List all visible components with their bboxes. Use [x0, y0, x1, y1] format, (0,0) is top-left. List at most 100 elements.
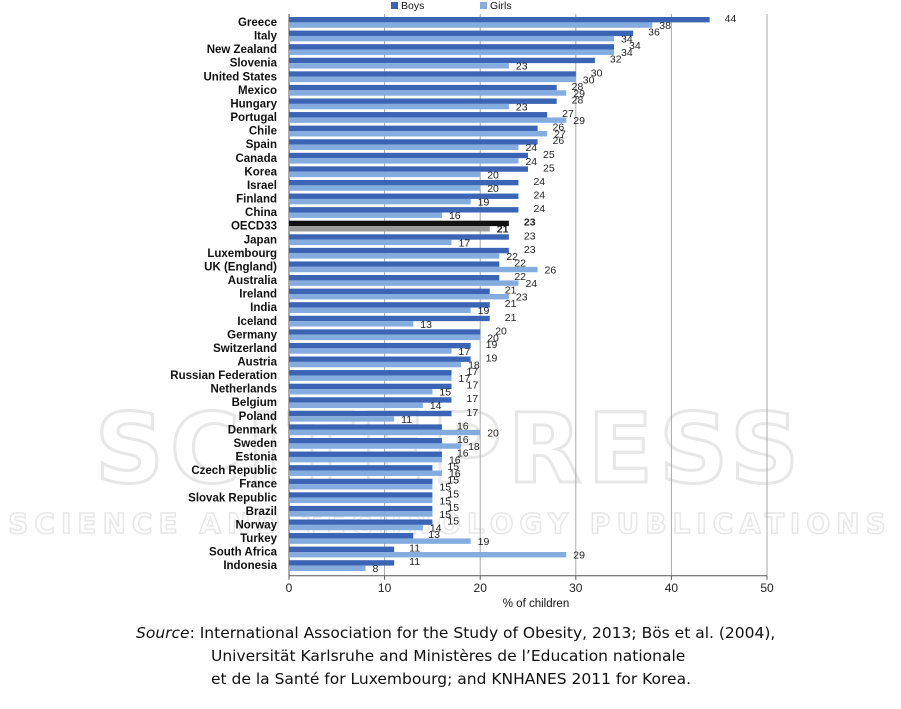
x-tick-label-20: 20: [474, 581, 488, 595]
bar-girls-belgium: [289, 402, 423, 409]
legend-label-girls: Girls: [490, 0, 512, 12]
bar-girls-netherlands: [289, 389, 433, 395]
value-label-girls-china: 16: [449, 210, 461, 222]
bar-boys-oecd33: [289, 220, 509, 227]
bar-boys-italy: [289, 30, 634, 36]
category-label-belgium: Belgium: [232, 397, 277, 409]
source-line-2: Universität Karlsruhe and Ministères de …: [211, 647, 686, 665]
value-label-girls-australia: 24: [525, 278, 537, 290]
value-label-girls-new-zealand: 34: [621, 47, 633, 59]
category-label-india: India: [250, 302, 277, 314]
source-note: Source: International Association for th…: [136, 622, 876, 691]
category-label-norway: Norway: [235, 519, 277, 531]
bar-boys-china: [289, 207, 519, 213]
category-label-united-states: United States: [204, 71, 278, 83]
bar-girls-israel: [289, 185, 481, 191]
value-label-boys-czech-republic: 15: [447, 461, 459, 473]
value-label-girls-spain: 24: [525, 142, 537, 154]
bar-boys-iceland: [289, 315, 490, 322]
value-label-boys-ireland: 21: [505, 285, 517, 297]
value-label-boys-canada: 25: [543, 149, 555, 161]
category-label-spain: Spain: [246, 139, 277, 151]
bar-boys-japan: [289, 234, 509, 240]
value-label-girls-slovenia: 23: [516, 61, 528, 73]
bar-boys-indonesia: [289, 560, 395, 566]
bar-girls-germany: [289, 334, 481, 341]
source-line-1: Source: International Association for th…: [136, 622, 876, 645]
category-label-turkey: Turkey: [240, 533, 277, 545]
bar-chart: SCITEPRESS SCIENCE AND TECHNOLOGY PUBLIC…: [7, 0, 892, 610]
x-axis-label: % of children: [503, 598, 569, 610]
category-label-russian-federation: Russian Federation: [170, 370, 277, 382]
value-label-boys-norway: 15: [447, 515, 459, 527]
value-label-girls-united-states: 30: [583, 74, 595, 86]
bar-girls-sweden: [289, 443, 462, 449]
x-tick-label-30: 30: [569, 581, 583, 595]
category-label-portugal: Portugal: [230, 112, 277, 124]
bar-boys-ireland: [289, 288, 490, 294]
bar-boys-luxembourg: [289, 247, 509, 254]
source-line-3: et de la Santé for Luxembourg; and KNHAN…: [211, 670, 692, 688]
bar-girls-hungary: [289, 103, 509, 110]
category-label-mexico: Mexico: [238, 85, 277, 97]
value-label-girls-india: 19: [478, 305, 490, 317]
value-label-boys-denmark: 16: [457, 420, 469, 432]
value-labels: 4438363434343223303028292823272926272624…: [372, 13, 736, 575]
bar-boys-greece: [289, 17, 710, 23]
value-label-girls-netherlands: 15: [439, 387, 451, 399]
category-label-finland: Finland: [236, 194, 277, 206]
category-label-japan: Japan: [244, 234, 277, 246]
value-label-girls-poland: 11: [401, 414, 412, 426]
value-label-boys-oecd33: 23: [524, 217, 536, 229]
bar-boys-slovenia: [289, 57, 595, 64]
category-label-italy: Italy: [254, 31, 278, 43]
category-label-australia: Australia: [228, 275, 278, 287]
value-label-boys-hungary: 28: [572, 94, 584, 106]
x-tick-label-50: 50: [760, 581, 774, 595]
bar-girls-ireland: [289, 294, 509, 300]
category-label-israel: Israel: [247, 180, 277, 192]
bar-boys-denmark: [289, 424, 442, 430]
bar-girls-new-zealand: [289, 49, 615, 55]
value-label-boys-mexico: 28: [572, 81, 584, 93]
category-label-new-zealand: New Zealand: [207, 44, 277, 56]
bar-girls-denmark: [289, 429, 481, 436]
bar-boys-united-states: [289, 71, 576, 77]
bar-boys-netherlands: [289, 383, 452, 390]
value-label-boys-austria: 19: [486, 353, 498, 365]
category-label-sweden: Sweden: [234, 438, 277, 450]
bar-boys-india: [289, 302, 490, 308]
category-label-indonesia: Indonesia: [223, 560, 277, 572]
value-label-girls-brazil: 15: [439, 509, 451, 521]
bar-girls-italy: [289, 35, 615, 42]
bar-girls-slovak-republic: [289, 497, 433, 504]
value-label-boys-russian-federation: 17: [467, 366, 479, 378]
legend-swatch-girls: [480, 2, 487, 9]
value-label-girls-france: 15: [439, 482, 451, 494]
value-label-boys-luxembourg: 23: [524, 244, 536, 256]
value-label-girls-italy: 34: [621, 34, 633, 46]
bar-boys-south-africa: [289, 546, 395, 553]
watermark-sub: SCIENCE AND TECHNOLOGY PUBLICATIONS: [8, 507, 892, 540]
bar-boys-turkey: [289, 533, 414, 539]
x-tick-label-40: 40: [665, 581, 679, 595]
value-label-girls-ireland: 23: [516, 292, 528, 304]
value-label-girls-denmark: 20: [487, 427, 499, 439]
category-label-slovenia: Slovenia: [230, 58, 278, 70]
value-label-boys-korea: 25: [543, 162, 555, 174]
value-label-boys-india: 21: [505, 298, 517, 310]
category-label-greece: Greece: [238, 17, 277, 29]
value-label-girls-oecd33: 21: [497, 224, 509, 236]
category-label-slovak-republic: Slovak Republic: [188, 492, 277, 504]
x-axis: 0 10 20 30 40 50: [286, 575, 774, 595]
watermark: SCITEPRESS SCIENCE AND TECHNOLOGY PUBLIC…: [7, 392, 892, 541]
category-label-netherlands: Netherlands: [211, 384, 277, 396]
bar-girls-norway: [289, 524, 423, 531]
bar-girls-australia: [289, 280, 519, 286]
value-label-boys-chile: 26: [553, 122, 565, 134]
bar-boys-czech-republic: [289, 465, 433, 471]
value-label-girls-luxembourg: 22: [506, 251, 518, 263]
value-label-boys-finland: 24: [533, 190, 545, 202]
value-label-girls-hungary: 23: [516, 101, 528, 113]
